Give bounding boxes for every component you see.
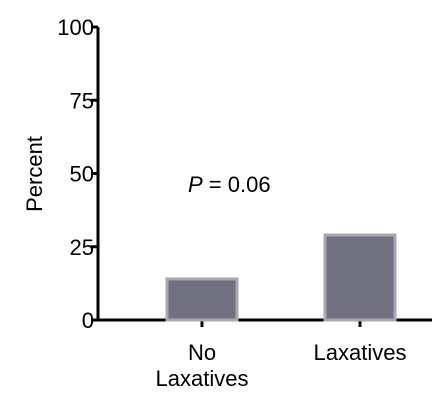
p-value-text: = 0.06: [203, 172, 271, 197]
bar: [165, 277, 239, 322]
y-axis: 0 25 50 75 100: [57, 15, 100, 333]
y-tick-label: 25: [70, 235, 94, 260]
y-tick-label: 100: [57, 15, 94, 40]
y-tick-label: 0: [82, 308, 94, 333]
bars: [165, 233, 397, 322]
p-value-symbol: P: [188, 172, 203, 197]
y-tick-label: 75: [70, 88, 94, 113]
x-tick-label-line: Laxatives: [156, 366, 249, 391]
x-tick-label-line: No: [188, 340, 216, 365]
bar: [323, 233, 397, 322]
y-ticks: 0 25 50 75 100: [57, 15, 98, 333]
y-tick-label: 50: [70, 162, 94, 187]
x-tick-label: Laxatives: [314, 340, 407, 365]
x-tick-label-line: Laxatives: [314, 340, 407, 365]
y-axis-title: Percent: [22, 136, 47, 212]
p-value-annotation: P = 0.06: [188, 172, 271, 197]
x-tick-label: No Laxatives: [156, 340, 249, 391]
